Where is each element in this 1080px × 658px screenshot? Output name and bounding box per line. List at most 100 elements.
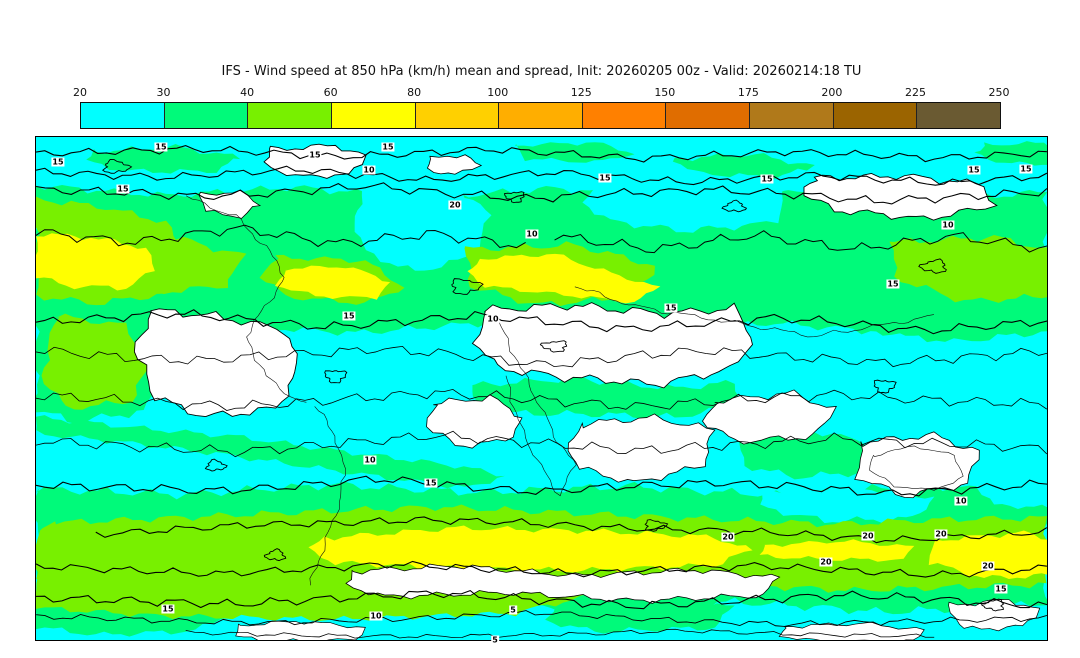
contour-line — [980, 598, 1005, 612]
colorbar-segment — [832, 103, 917, 128]
filled-contour-region — [928, 530, 1047, 579]
filled-contour-region — [889, 235, 1047, 303]
contour-line — [36, 560, 1047, 578]
contour-line — [36, 224, 526, 249]
colorbar-segment — [749, 103, 833, 128]
colorbar-segment — [163, 103, 248, 128]
contour-line — [503, 191, 525, 204]
colorbar-tick-label: 200 — [821, 86, 843, 99]
colorbar-segment — [581, 103, 666, 128]
filled-contour-region — [854, 431, 980, 499]
contour-spread-label: 15 — [381, 142, 395, 152]
filled-contour-region — [973, 474, 1047, 510]
filled-contour-region — [948, 599, 1041, 632]
contour-line — [185, 628, 935, 639]
colorbar-tick-label: 100 — [487, 86, 509, 99]
contour-spread-label: 20 — [819, 557, 833, 567]
contour-spread-label: 20 — [861, 531, 875, 541]
contour-spread-label: 20 — [934, 529, 948, 539]
contour-line — [36, 388, 1047, 411]
contour-line — [574, 286, 934, 338]
contour-spread-label: 20 — [721, 532, 735, 542]
contour-line — [204, 458, 228, 472]
contour-line — [493, 316, 577, 497]
filled-contour-region — [803, 172, 998, 221]
colorbar-tick-label: 30 — [156, 86, 171, 99]
contour-spread-label: 5 — [509, 605, 517, 615]
contour-spread-label: 10 — [486, 314, 500, 324]
filled-contour-region — [701, 389, 838, 445]
contour-line — [101, 158, 133, 174]
colorbar-segment — [916, 103, 1001, 128]
colorbar-segment — [498, 103, 582, 128]
colorbar-tick-label: 225 — [904, 86, 926, 99]
colorbar-tick-label: 40 — [240, 86, 255, 99]
contour-spread-label: 10 — [525, 229, 539, 239]
filled-contour-region — [426, 394, 523, 449]
filled-contour-region — [472, 376, 745, 419]
filled-contour-region — [471, 302, 753, 389]
contour-line — [554, 230, 1047, 254]
colorbar-tick-label: 125 — [570, 86, 592, 99]
filled-contour-region — [86, 143, 241, 174]
contour-spread-label: 15 — [161, 604, 175, 614]
contour-line — [36, 144, 1047, 163]
filled-contour-region — [426, 154, 483, 175]
chart-title: IFS - Wind speed at 850 hPa (km/h) mean … — [221, 64, 862, 79]
filled-contour-region — [263, 143, 367, 179]
colorbar-segment — [330, 103, 415, 128]
contour-line — [36, 165, 1047, 186]
contour-line — [539, 340, 568, 353]
colorbar-tick-label: 80 — [407, 86, 422, 99]
contour-line — [185, 195, 307, 403]
colorbar-tick-label: 250 — [988, 86, 1010, 99]
contour-line — [36, 430, 1047, 458]
filled-contour-region — [198, 189, 262, 219]
contour-spread-label: 15 — [51, 157, 65, 167]
contour-line — [644, 519, 669, 532]
contour-spread-label: 15 — [116, 184, 130, 194]
wind-speed-colorbar — [80, 102, 1001, 129]
colorbar-segment — [247, 103, 331, 128]
contour-line — [263, 548, 287, 562]
contour-spread-label: 15 — [424, 478, 438, 488]
filled-contour-region — [515, 142, 635, 163]
contour-spread-label: 15 — [886, 279, 900, 289]
contour-line — [36, 182, 1047, 205]
filled-contour-region — [582, 175, 790, 233]
contour-line — [324, 370, 348, 384]
filled-contour-region — [36, 233, 155, 291]
contour-spread-label: 10 — [954, 496, 968, 506]
filled-contour-region — [467, 253, 661, 304]
filled-contour-region — [778, 621, 925, 640]
filled-contour-region — [36, 415, 506, 489]
filled-contour-region — [760, 483, 935, 524]
contour-spread-label: 5 — [491, 635, 499, 645]
contour-spread-label: 15 — [664, 303, 678, 313]
contour-spread-label: 15 — [598, 173, 612, 183]
contour-line — [95, 516, 1047, 544]
filled-contour-region — [672, 153, 815, 180]
contour-spread-label: 10 — [362, 165, 376, 175]
contour-spread-label: 15 — [308, 150, 322, 160]
contour-spread-label: 15 — [1019, 164, 1033, 174]
contour-spread-label: 15 — [342, 311, 356, 321]
contour-line — [36, 589, 1047, 610]
contour-line — [36, 610, 1047, 627]
world-wind-map: 15 15 15 15 15 10 15 20 15 15 15 10 10 15 15 10 15 10 15 10… — [35, 136, 1048, 645]
filled-contour-region — [275, 265, 391, 300]
contour-line — [36, 345, 1047, 368]
contour-line — [36, 475, 1047, 497]
filled-contour-region — [731, 428, 886, 480]
contour-line — [721, 199, 748, 213]
contour-line — [451, 278, 484, 295]
colorbar-segment — [665, 103, 750, 128]
contour-line — [36, 309, 1047, 335]
contour-line — [873, 379, 897, 394]
filled-contour-region — [133, 308, 298, 418]
contour-spread-label: 20 — [448, 200, 462, 210]
contour-line — [869, 445, 964, 491]
contour-line — [918, 258, 947, 274]
colorbar-tick-label: 175 — [737, 86, 759, 99]
